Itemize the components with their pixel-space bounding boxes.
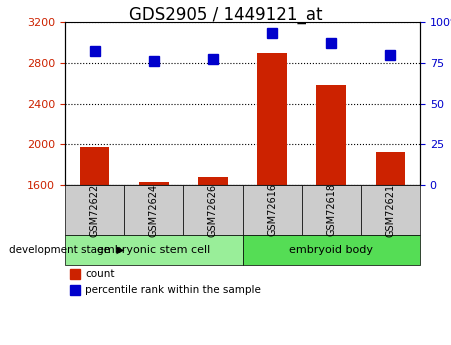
Text: development stage  ▶: development stage ▶ (9, 245, 124, 255)
Text: GSM72621: GSM72621 (386, 184, 396, 237)
Text: GSM72622: GSM72622 (90, 184, 100, 237)
Text: GSM72616: GSM72616 (267, 184, 277, 237)
Text: percentile rank within the sample: percentile rank within the sample (85, 285, 261, 295)
Text: embryoid body: embryoid body (289, 245, 373, 255)
Bar (198, 177, 228, 185)
Bar (139, 182, 169, 185)
Text: GSM72624: GSM72624 (149, 184, 159, 237)
Text: GSM72618: GSM72618 (326, 184, 336, 237)
Bar (376, 152, 405, 185)
Text: GSM72626: GSM72626 (208, 184, 218, 237)
Text: embryonic stem cell: embryonic stem cell (97, 245, 210, 255)
Bar (257, 52, 287, 185)
Bar (80, 147, 110, 185)
Text: count: count (85, 269, 115, 279)
Bar (317, 85, 346, 185)
Text: GDS2905 / 1449121_at: GDS2905 / 1449121_at (129, 6, 322, 24)
